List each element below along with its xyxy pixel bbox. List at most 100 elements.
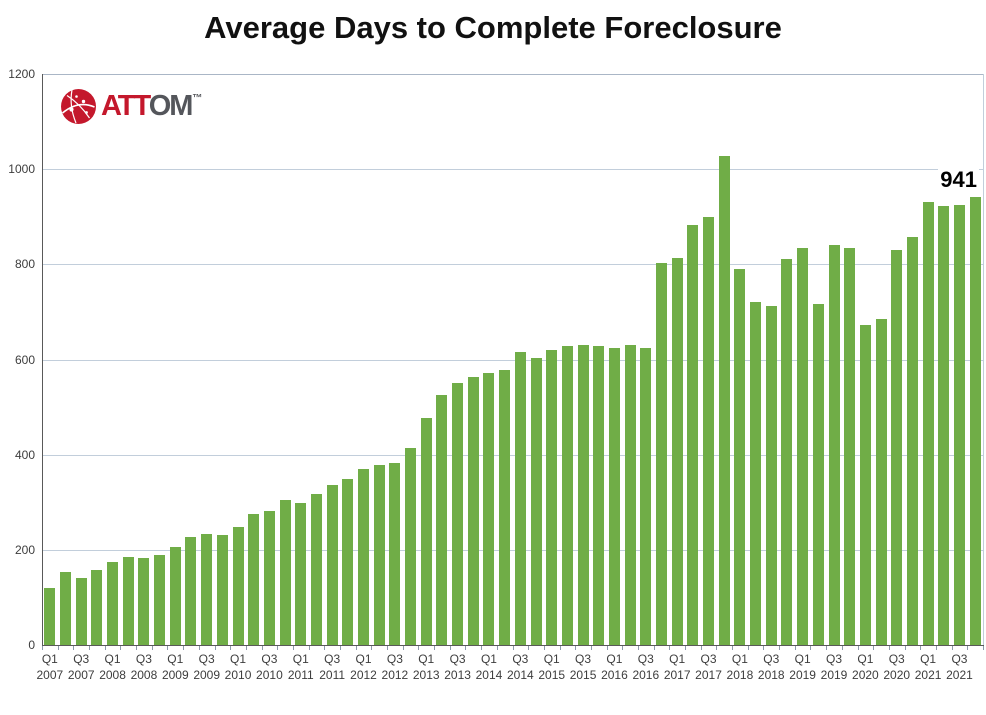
x-axis-label-q1-2011: Q1 2011 bbox=[278, 651, 324, 683]
bar-q3-2021 bbox=[953, 205, 965, 645]
bar-q4-2017 bbox=[718, 156, 730, 645]
bar-q1-2009 bbox=[169, 546, 181, 645]
x-axis-label-quarter: Q3 bbox=[135, 652, 152, 666]
gridline-200 bbox=[42, 549, 983, 551]
bar-q1-2015 bbox=[546, 349, 558, 645]
bar-q4-2012 bbox=[405, 448, 417, 645]
bar-q3-2012 bbox=[389, 463, 401, 645]
bar-q4-2020 bbox=[906, 237, 918, 645]
x-axis-label-q3-2011: Q3 2011 bbox=[309, 651, 355, 683]
y-axis-label-400: 400 bbox=[14, 447, 35, 462]
bar-q1-2017 bbox=[671, 257, 683, 645]
x-axis-label-year: 2011 bbox=[287, 668, 314, 682]
data-label-941: 941 bbox=[938, 167, 979, 194]
x-axis-label-year: 2019 bbox=[789, 668, 816, 682]
bar-q1-2020 bbox=[859, 324, 871, 645]
bar-q4-2011 bbox=[342, 479, 354, 645]
x-axis-tick bbox=[904, 646, 906, 650]
bar-q4-2019 bbox=[844, 248, 856, 645]
x-axis-tick bbox=[512, 646, 514, 650]
x-axis-tick bbox=[292, 646, 294, 650]
x-axis-tick bbox=[371, 646, 373, 650]
x-axis-label-q1-2016: Q1 2016 bbox=[591, 651, 637, 683]
bar-q3-2009 bbox=[201, 534, 213, 645]
bar-q2-2015 bbox=[561, 345, 573, 645]
x-axis-tick bbox=[983, 646, 984, 650]
x-axis-label-quarter: Q1 bbox=[669, 652, 686, 666]
x-axis-label-year: 2012 bbox=[381, 668, 409, 682]
x-axis-label-year: 2008 bbox=[130, 668, 158, 682]
bar-q2-2011 bbox=[310, 493, 322, 645]
y-axis-label-0: 0 bbox=[28, 638, 35, 652]
x-axis-label-q3-2015: Q3 2015 bbox=[560, 651, 606, 683]
bar-q3-2011 bbox=[326, 485, 338, 645]
x-axis-label-quarter: Q3 bbox=[386, 652, 403, 666]
x-axis-tick bbox=[261, 646, 263, 650]
x-axis-label-quarter: Q3 bbox=[575, 652, 592, 666]
attom-logo-text: ATTOM™ bbox=[101, 92, 202, 121]
x-axis-tick bbox=[763, 646, 765, 650]
x-axis-tick bbox=[826, 646, 828, 650]
y-axis-line bbox=[42, 74, 43, 645]
bar-q4-2021 bbox=[969, 197, 981, 645]
bar-q3-2017 bbox=[703, 217, 715, 645]
y-axis-label-1000: 1000 bbox=[8, 162, 35, 177]
x-axis-tick bbox=[888, 646, 890, 650]
bar-q4-2010 bbox=[279, 499, 291, 645]
x-axis-label-quarter: Q3 bbox=[73, 652, 90, 666]
x-axis-tick bbox=[935, 646, 937, 650]
x-axis-label-quarter: Q1 bbox=[857, 652, 874, 666]
x-axis-label-quarter: Q3 bbox=[700, 652, 717, 666]
attom-trademark: ™ bbox=[192, 93, 203, 104]
bar-q2-2017 bbox=[687, 224, 699, 645]
x-axis-tick bbox=[873, 646, 875, 650]
bar-q1-2019 bbox=[797, 247, 809, 645]
x-axis-tick bbox=[434, 646, 436, 650]
x-axis-tick bbox=[685, 646, 687, 650]
x-axis-label-year: 2013 bbox=[412, 668, 440, 682]
gridline-1000 bbox=[42, 169, 983, 171]
bar-q4-2008 bbox=[154, 554, 166, 645]
x-axis-tick bbox=[590, 646, 592, 650]
x-axis-tick bbox=[920, 646, 922, 650]
x-axis-label-year: 2018 bbox=[726, 668, 754, 682]
x-axis-label-quarter: Q1 bbox=[480, 652, 497, 666]
attom-globe-icon bbox=[61, 89, 96, 124]
x-axis-tick bbox=[308, 646, 310, 650]
x-axis-tick bbox=[967, 646, 969, 650]
bar-q3-2016 bbox=[640, 347, 652, 645]
x-axis-tick bbox=[214, 646, 216, 650]
bar-q3-2014 bbox=[514, 352, 526, 645]
x-axis-label-quarter: Q3 bbox=[763, 652, 780, 666]
x-axis-label-year: 2020 bbox=[852, 668, 879, 682]
plot-border-right bbox=[983, 74, 984, 650]
x-axis-label-q3-2007: Q3 2007 bbox=[58, 651, 104, 683]
x-axis-tick bbox=[794, 646, 796, 650]
x-axis-label-quarter: Q3 bbox=[951, 652, 968, 666]
x-axis-label-q1-2014: Q1 2014 bbox=[466, 651, 512, 683]
x-axis-tick bbox=[606, 646, 608, 650]
x-axis-tick bbox=[481, 646, 483, 650]
x-axis-label-q3-2008: Q3 2008 bbox=[121, 651, 167, 683]
x-axis-label-q1-2021: Q1 2021 bbox=[905, 651, 951, 683]
x-axis-label-year: 2013 bbox=[444, 668, 471, 682]
x-axis-label-year: 2019 bbox=[820, 668, 848, 682]
x-axis-label-q3-2013: Q3 2013 bbox=[435, 651, 481, 683]
bar-q2-2013 bbox=[436, 394, 448, 645]
bar-q1-2014 bbox=[483, 372, 495, 645]
x-axis-tick bbox=[841, 646, 843, 650]
bar-q2-2007 bbox=[60, 572, 72, 645]
x-axis-tick bbox=[575, 646, 577, 650]
bar-q3-2007 bbox=[75, 578, 87, 645]
x-axis-label-quarter: Q1 bbox=[418, 652, 435, 666]
x-axis-label-q1-2018: Q1 2018 bbox=[717, 651, 763, 683]
bar-q2-2012 bbox=[373, 465, 385, 645]
y-axis-label-200: 200 bbox=[14, 542, 35, 557]
bar-q3-2020 bbox=[891, 250, 903, 645]
bar-q1-2018 bbox=[734, 268, 746, 645]
x-axis-label-year: 2009 bbox=[193, 668, 221, 682]
bar-q4-2013 bbox=[467, 376, 479, 645]
bar-q1-2011 bbox=[295, 503, 307, 645]
x-axis-tick bbox=[449, 646, 451, 650]
attom-logo-text-gray: OM bbox=[148, 90, 194, 122]
